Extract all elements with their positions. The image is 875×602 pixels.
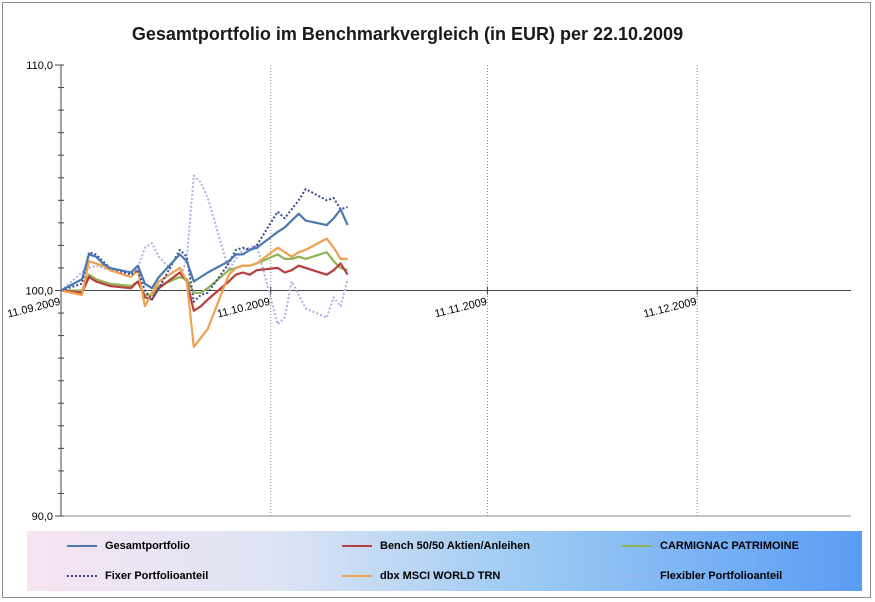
legend-label: Flexibler Portfolioanteil [660, 570, 783, 582]
y-tick-label: 100,0 [25, 286, 53, 298]
legend-swatch [67, 575, 97, 577]
legend: Gesamtportfolio Bench 50/50 Aktien/Anleih… [27, 531, 862, 591]
chart-title: Gesamtportfolio im Benchmarkvergleich (i… [131, 24, 684, 44]
legend-item-4: dbx MSCI WORLD TRN [342, 568, 500, 584]
legend-label: Bench 50/50 Aktien/Anleihen [380, 540, 530, 552]
legend-swatch [622, 545, 652, 547]
legend-label: CARMIGNAC PATRIMOINE [660, 540, 799, 552]
tick-labels: 90,0 100,0 110,0 11.09.2009 11.10.2009 11.11.… [6, 60, 698, 523]
series-line-0 [60, 208, 349, 292]
legend-label: Fixer Portfolioanteil [105, 570, 209, 582]
legend-label: Gesamtportfolio [105, 540, 190, 552]
x-tick-label: 11.09.2009 [6, 296, 62, 321]
y-tick-label: 110,0 [26, 60, 53, 72]
x-tick-label: 11.11.2009 [433, 296, 488, 321]
legend-swatch [342, 545, 372, 547]
legend-item-3: Fixer Portfolioanteil [67, 568, 208, 584]
legend-item-5: Flexibler Portfolioanteil [622, 568, 782, 584]
legend-swatch [67, 545, 97, 547]
legend-swatch [622, 575, 652, 577]
axis-layer [55, 64, 851, 517]
series-layer [60, 174, 349, 348]
y-tick-label: 90,0 [32, 511, 53, 523]
legend-swatch [342, 575, 372, 577]
series-line-2 [61, 251, 348, 297]
legend-item-0: Gesamtportfolio [67, 538, 190, 554]
x-tick-label: 11.12.2009 [642, 296, 698, 321]
series-line-1 [60, 262, 349, 312]
legend-label: dbx MSCI WORLD TRN [380, 570, 501, 582]
legend-item-2: CARMIGNAC PATRIMOINE [622, 538, 799, 554]
series-line-4 [60, 237, 348, 348]
x-tick-label: 11.10.2009 [216, 296, 272, 321]
legend-item-1: Bench 50/50 Aktien/Anleihen [342, 538, 530, 554]
